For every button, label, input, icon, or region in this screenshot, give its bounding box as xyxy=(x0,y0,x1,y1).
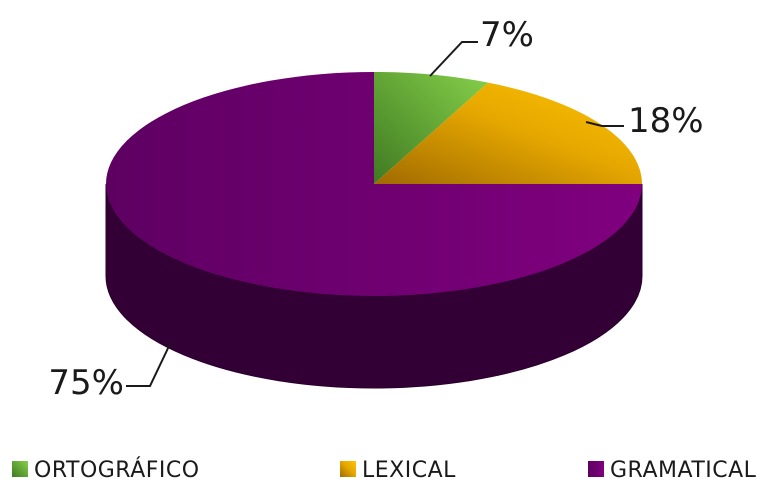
pie-slice-2 xyxy=(106,72,642,296)
leader-line-2 xyxy=(126,343,171,387)
legend-label-2: GRAMATICAL xyxy=(610,458,757,483)
leader-line-1 xyxy=(585,121,624,127)
legend-swatch-2 xyxy=(588,461,604,477)
leader-line-0 xyxy=(429,41,478,77)
pie-tops xyxy=(106,72,642,296)
legend: ORTOGRÁFICO LEXICAL GRAMATICAL xyxy=(12,457,757,483)
legend-item-0: ORTOGRÁFICO xyxy=(12,457,200,483)
data-label-1: 18% xyxy=(628,101,704,141)
pie-slice-1 xyxy=(374,82,642,184)
pie-slice-0 xyxy=(374,72,489,184)
data-labels: 7% 18% 75% xyxy=(48,15,703,403)
legend-item-2: GRAMATICAL xyxy=(588,458,757,483)
legend-label-1: LEXICAL xyxy=(362,458,456,483)
data-label-2: 75% xyxy=(48,363,124,403)
data-label-0: 7% xyxy=(480,15,534,55)
leader-lines xyxy=(126,41,624,387)
legend-item-1: LEXICAL xyxy=(340,458,456,483)
legend-label-0: ORTOGRÁFICO xyxy=(34,457,200,483)
legend-swatch-0 xyxy=(12,461,28,477)
legend-swatch-1 xyxy=(340,461,356,477)
